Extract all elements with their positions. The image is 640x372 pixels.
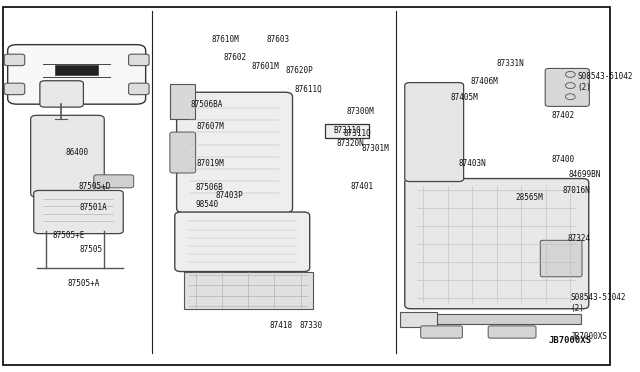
Text: 87400: 87400: [551, 155, 575, 164]
Text: 87405M: 87405M: [451, 93, 479, 102]
FancyBboxPatch shape: [4, 83, 25, 94]
Bar: [400, 312, 436, 327]
Text: 87501A: 87501A: [80, 203, 108, 212]
FancyBboxPatch shape: [404, 179, 589, 309]
Text: 87607M: 87607M: [196, 122, 224, 131]
Text: 87311Q: 87311Q: [344, 129, 371, 138]
FancyBboxPatch shape: [545, 68, 589, 106]
Text: 87611Q: 87611Q: [294, 85, 322, 94]
Text: 87602: 87602: [224, 53, 247, 62]
Text: 87505+E: 87505+E: [52, 231, 84, 240]
FancyBboxPatch shape: [540, 240, 582, 277]
Text: 87506BA: 87506BA: [190, 100, 223, 109]
FancyBboxPatch shape: [40, 81, 83, 107]
Text: 87324: 87324: [567, 234, 590, 243]
FancyBboxPatch shape: [4, 54, 25, 65]
FancyBboxPatch shape: [420, 326, 463, 338]
Text: 87403N: 87403N: [459, 159, 486, 168]
Text: 87418: 87418: [270, 321, 293, 330]
Text: 87505+A: 87505+A: [67, 279, 100, 288]
Bar: [170, 84, 195, 119]
Text: 87330: 87330: [300, 321, 323, 330]
Text: 87331N: 87331N: [497, 59, 525, 68]
FancyBboxPatch shape: [404, 83, 463, 182]
FancyBboxPatch shape: [8, 45, 146, 104]
Bar: [55, 65, 98, 76]
FancyBboxPatch shape: [175, 212, 310, 272]
Bar: [410, 314, 581, 324]
Text: 84699BN: 84699BN: [568, 170, 601, 179]
Bar: [184, 272, 313, 309]
Text: JB7000XS: JB7000XS: [570, 332, 607, 341]
Text: 86400: 86400: [66, 148, 89, 157]
Text: 87603: 87603: [267, 35, 290, 44]
FancyBboxPatch shape: [488, 326, 536, 338]
Text: 87320N: 87320N: [336, 139, 364, 148]
Text: 87019M: 87019M: [196, 159, 224, 168]
Text: JB7000XS: JB7000XS: [549, 336, 592, 345]
Text: 87610M: 87610M: [212, 35, 239, 44]
FancyBboxPatch shape: [129, 54, 149, 65]
Text: 87402: 87402: [552, 111, 575, 120]
Text: 87505+D: 87505+D: [79, 182, 111, 191]
Text: 87620P: 87620P: [285, 66, 313, 75]
FancyBboxPatch shape: [170, 132, 196, 173]
Bar: [325, 124, 369, 138]
Text: 87403P: 87403P: [216, 191, 244, 200]
FancyBboxPatch shape: [129, 83, 149, 94]
Text: 87505: 87505: [80, 245, 103, 254]
Text: S08543-51042
(2): S08543-51042 (2): [578, 72, 633, 92]
Text: B73110: B73110: [333, 126, 361, 135]
FancyBboxPatch shape: [177, 92, 292, 213]
Text: S08543-51042
(2): S08543-51042 (2): [570, 294, 626, 313]
Text: 28565M: 28565M: [515, 193, 543, 202]
Text: 87401: 87401: [351, 182, 374, 190]
FancyBboxPatch shape: [31, 115, 104, 197]
Text: 87300M: 87300M: [346, 107, 374, 116]
Text: 87016N: 87016N: [563, 186, 591, 195]
Text: 87301M: 87301M: [362, 144, 390, 153]
FancyBboxPatch shape: [94, 175, 134, 188]
Text: 87506B: 87506B: [195, 183, 223, 192]
Text: 98540: 98540: [195, 200, 218, 209]
Text: 87406M: 87406M: [471, 77, 499, 86]
Text: 87601M: 87601M: [252, 62, 279, 71]
FancyBboxPatch shape: [34, 190, 124, 234]
